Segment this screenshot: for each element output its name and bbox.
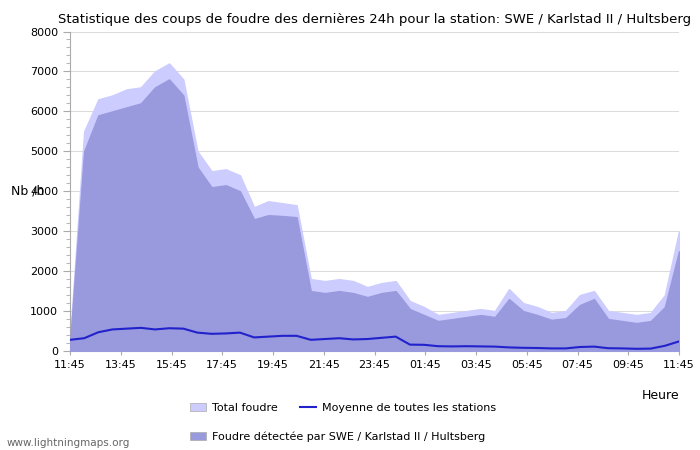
Y-axis label: Nb /h: Nb /h <box>10 185 44 198</box>
Text: Heure: Heure <box>641 389 679 402</box>
Text: www.lightningmaps.org: www.lightningmaps.org <box>7 438 130 448</box>
Legend: Foudre détectée par SWE / Karlstad II / Hultsberg: Foudre détectée par SWE / Karlstad II / … <box>186 427 489 446</box>
Title: Statistique des coups de foudre des dernières 24h pour la station: SWE / Karlsta: Statistique des coups de foudre des dern… <box>58 13 691 26</box>
